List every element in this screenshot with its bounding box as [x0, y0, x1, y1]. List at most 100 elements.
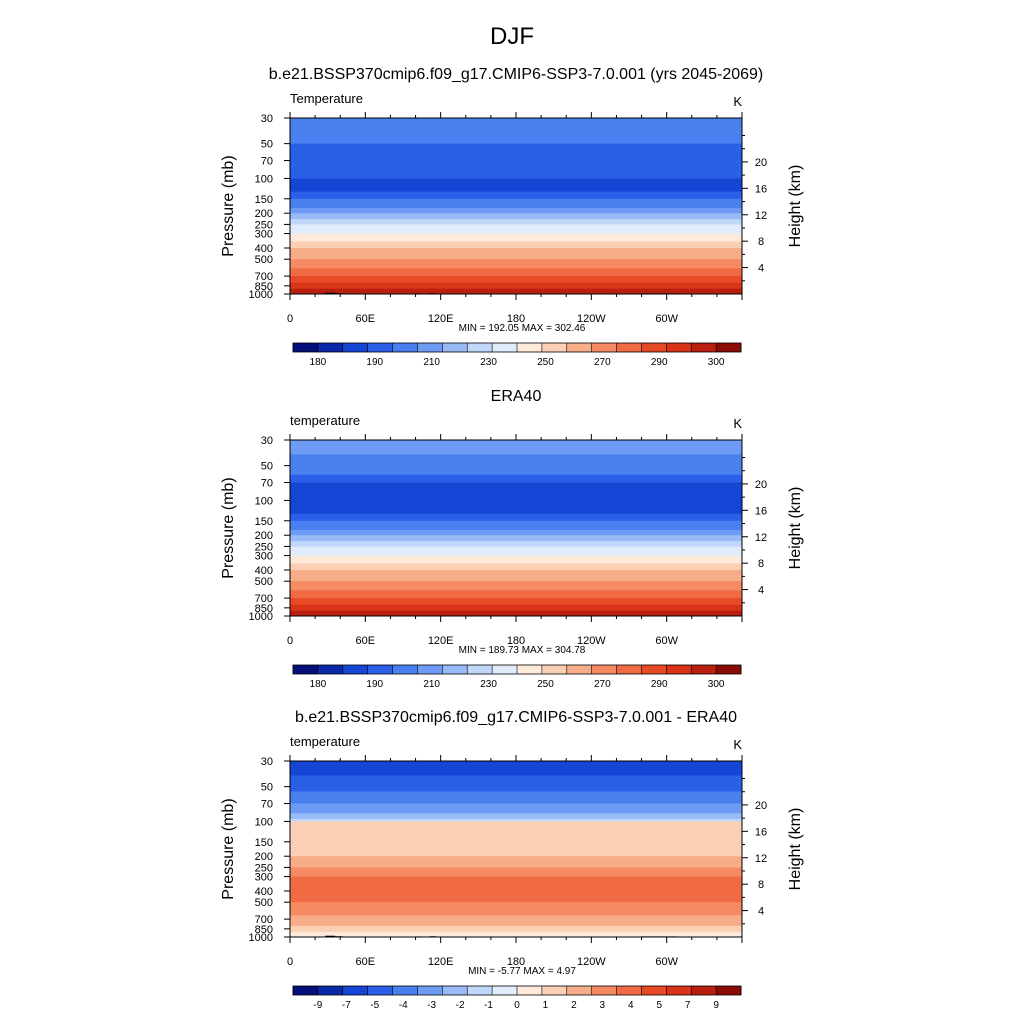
contour-band: [290, 546, 742, 556]
contour-field: [290, 118, 742, 295]
y2-axis-label: Height (km): [787, 808, 804, 891]
colorbar-box: [442, 986, 467, 995]
y2-tick-label: 16: [755, 826, 767, 838]
y-tick-label: 500: [255, 897, 273, 909]
x-tick-label: 120E: [428, 635, 454, 647]
y-tick-label: 100: [255, 816, 273, 828]
panel-title: b.e21.BSSP370cmip6.f09_g17.CMIP6-SSP3-7.…: [269, 66, 764, 83]
colorbar-label: 270: [594, 357, 611, 368]
colorbar-label: 9: [713, 1000, 719, 1011]
y-axis-label: Pressure (mb): [220, 477, 237, 578]
colorbar-label: 210: [423, 679, 440, 690]
y2-tick-label: 4: [758, 263, 764, 275]
contour-band: [290, 598, 742, 605]
y2-axis-label: Height (km): [787, 487, 804, 570]
colorbar-label: 300: [708, 679, 725, 690]
y-tick-label: 30: [261, 435, 273, 447]
contour-band: [290, 259, 742, 269]
contour-band: [290, 138, 742, 144]
colorbar-box: [641, 343, 666, 352]
x-tick-label: 60W: [655, 635, 678, 647]
contour-band: [290, 791, 742, 804]
contour-band: [290, 813, 742, 819]
colorbar-label: -7: [342, 1000, 351, 1011]
contour-band: [290, 581, 742, 591]
colorbar-label: -9: [313, 1000, 322, 1011]
variable-label: Temperature: [290, 91, 363, 106]
colorbar-box: [592, 343, 617, 352]
y-tick-label: 70: [261, 156, 273, 168]
y2-tick-label: 8: [758, 236, 764, 248]
panel-1: b.e21.BSSP370cmip6.f09_g17.CMIP6-SSP3-7.…: [220, 66, 804, 368]
x-tick-label: 60W: [655, 313, 678, 325]
contour-band: [290, 530, 742, 536]
colorbar-box: [617, 986, 642, 995]
x-tick-label: 0: [287, 956, 293, 968]
y-tick-label: 150: [255, 516, 273, 528]
x-tick-label: 60W: [655, 956, 678, 968]
y-tick-label: 200: [255, 851, 273, 863]
colorbar-label: 180: [310, 679, 327, 690]
contour-band: [290, 535, 742, 542]
colorbar-box: [293, 986, 318, 995]
contour-band: [290, 276, 742, 283]
units-label: K: [733, 94, 742, 109]
contour-band: [290, 144, 742, 179]
colorbar-box: [691, 986, 716, 995]
colorbar-box: [592, 986, 617, 995]
contour-band: [290, 178, 742, 192]
y2-tick-label: 16: [755, 183, 767, 195]
colorbar-label: 190: [366, 357, 383, 368]
x-tick-label: 60E: [356, 635, 376, 647]
colorbar-box: [492, 343, 517, 352]
colorbar-box: [467, 986, 492, 995]
contour-band: [290, 867, 742, 877]
contour-band: [290, 590, 742, 598]
contour-band: [290, 454, 742, 475]
colorbar-box: [617, 665, 642, 674]
figure-title: DJF: [490, 23, 534, 50]
contour-band: [290, 440, 742, 455]
colorbar-label: 3: [600, 1000, 606, 1011]
colorbar-label: 250: [537, 357, 554, 368]
colorbar-box: [343, 986, 368, 995]
y-tick-label: 1000: [249, 932, 273, 944]
contour-band: [290, 475, 742, 483]
x-tick-label: 120E: [428, 956, 454, 968]
colorbar-label: 270: [594, 679, 611, 690]
colorbar-box: [716, 343, 741, 352]
contour-band: [290, 483, 742, 515]
y-tick-label: 300: [255, 872, 273, 884]
panel-3: b.e21.BSSP370cmip6.f09_g17.CMIP6-SSP3-7.…: [220, 709, 804, 1011]
colorbar-box: [666, 986, 691, 995]
contour-band: [290, 570, 742, 582]
colorbar-box: [592, 665, 617, 674]
colorbar-box: [691, 665, 716, 674]
variable-label: temperature: [290, 734, 360, 749]
y-axis-label: Pressure (mb): [220, 798, 237, 899]
colorbar-label: 7: [685, 1000, 691, 1011]
colorbar-box: [542, 343, 567, 352]
contour-band: [290, 902, 742, 916]
colorbar-box: [293, 665, 318, 674]
contour-band: [290, 915, 742, 926]
y2-tick-label: 8: [758, 879, 764, 891]
colorbar-box: [517, 343, 542, 352]
contour-band: [290, 199, 742, 209]
y2-tick-label: 16: [755, 505, 767, 517]
colorbar-box: [368, 986, 393, 995]
colorbar-box: [567, 665, 592, 674]
y2-tick-label: 12: [755, 853, 767, 865]
colorbar-label: 2: [571, 1000, 577, 1011]
colorbar-label: 180: [310, 357, 327, 368]
x-tick-label: 60E: [356, 956, 376, 968]
contour-band: [290, 521, 742, 531]
y-tick-label: 30: [261, 756, 273, 768]
contour-band: [290, 268, 742, 276]
colorbar-box: [716, 986, 741, 995]
colorbar-label: 4: [628, 1000, 634, 1011]
panel-title: b.e21.BSSP370cmip6.f09_g17.CMIP6-SSP3-7.…: [295, 709, 737, 726]
colorbar-box: [393, 665, 418, 674]
